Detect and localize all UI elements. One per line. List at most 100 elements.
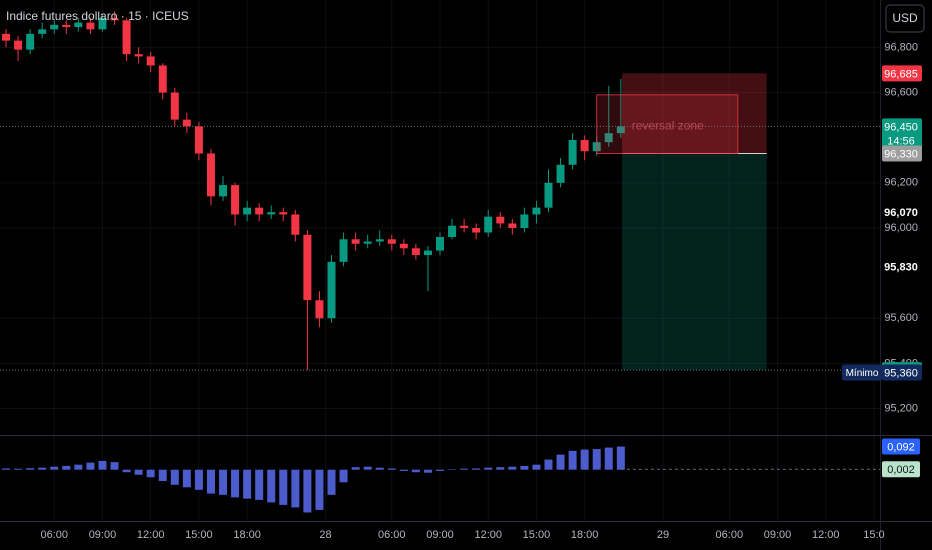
candle-body	[520, 214, 529, 228]
histogram-bar	[436, 469, 444, 471]
candle-body	[134, 54, 143, 57]
candle-body	[460, 225, 469, 228]
candle-body	[508, 223, 517, 228]
histogram-bar	[315, 469, 324, 510]
chart-title: Indice futures dollaro · 15 · ICEUS	[6, 9, 189, 23]
candle-body	[436, 237, 444, 251]
candle-body	[182, 119, 191, 127]
candle-body	[206, 153, 215, 197]
histogram-bar	[351, 467, 360, 470]
candle-body	[604, 133, 613, 143]
histogram-bar	[327, 469, 336, 495]
price-label: 96,070	[884, 207, 918, 219]
candle-body	[243, 207, 252, 215]
zone-box	[596, 94, 739, 154]
histogram-bar	[568, 450, 577, 470]
candle-body	[351, 239, 360, 244]
histogram-bar	[194, 469, 203, 490]
value-label: 0,092	[887, 441, 915, 453]
candle-body	[580, 139, 589, 152]
price-label: 96,450	[884, 121, 918, 133]
histogram-bar	[604, 447, 613, 470]
grid	[0, 0, 880, 521]
x-tick-label: 06:00	[716, 529, 744, 541]
histogram-bar	[375, 467, 384, 470]
histogram-bar	[219, 469, 228, 495]
histogram-bar	[182, 469, 191, 488]
candle-body	[327, 261, 336, 319]
candle-body	[387, 239, 396, 244]
x-tick-label: 18:00	[233, 529, 261, 541]
histogram-bar	[411, 469, 420, 473]
name-label-box	[842, 364, 882, 381]
candle-body	[38, 29, 47, 34]
x-tick-label: 09:00	[89, 529, 117, 541]
histogram-bar	[110, 462, 119, 470]
histogram-bar	[86, 462, 95, 470]
candle-body	[303, 234, 312, 301]
candle-body	[255, 207, 264, 215]
candle-body	[219, 185, 228, 197]
countdown: 14:56	[887, 135, 915, 147]
candle-body	[291, 214, 300, 235]
x-tick-label: 06:00	[40, 529, 68, 541]
histogram-bar	[508, 466, 517, 470]
histogram-bar	[532, 464, 541, 470]
histogram-bar	[74, 464, 83, 470]
price-label-box	[882, 204, 922, 221]
histogram-bar	[2, 468, 11, 470]
price-label-box	[882, 65, 922, 82]
histogram-bar	[399, 469, 408, 471]
value-label: 0,002	[887, 464, 915, 476]
candle-body	[62, 24, 71, 28]
y-tick-label: 96,200	[884, 177, 918, 189]
candle-body	[98, 18, 107, 30]
x-tick-label: 15:0	[863, 529, 884, 541]
x-tick-label: 09:00	[426, 529, 454, 541]
candle-body	[170, 92, 179, 120]
x-tick-label: 18:00	[571, 529, 599, 541]
histogram-bar	[460, 468, 469, 470]
currency-button[interactable]	[885, 4, 925, 33]
candle-body	[26, 33, 35, 50]
histogram-bar	[423, 469, 432, 473]
candle-body	[399, 243, 408, 249]
value-label-box	[882, 461, 920, 478]
value-label-box	[882, 438, 920, 455]
candle-body	[267, 212, 276, 215]
histogram-bar	[496, 467, 505, 470]
histogram-bar	[146, 469, 155, 478]
candle-body	[50, 24, 59, 30]
y-tick-label: 96,000	[884, 222, 918, 234]
histogram-bar	[255, 469, 264, 500]
candle-body	[315, 300, 324, 319]
currency-label[interactable]: USD	[892, 11, 918, 25]
y-tick-label: 96,600	[884, 86, 918, 98]
price-label: 95,830	[884, 261, 918, 273]
price-label-box	[882, 258, 922, 275]
candle-body	[484, 216, 493, 233]
histogram-bar	[291, 469, 300, 508]
candle-body	[472, 227, 481, 233]
histogram-bar	[472, 468, 481, 470]
x-tick-label: 28	[319, 529, 331, 541]
histogram-bar	[170, 469, 179, 485]
histogram-bar	[267, 469, 276, 503]
histogram-bar	[339, 469, 348, 483]
candle-body	[448, 225, 457, 238]
histogram-bar	[134, 469, 143, 475]
price-label: 95,360	[884, 367, 918, 379]
histogram-bar	[556, 454, 565, 470]
histogram-bar	[62, 465, 71, 470]
x-tick-label: 29	[657, 529, 669, 541]
candle-body	[146, 56, 155, 66]
histogram-bar	[363, 466, 372, 470]
histogram-bar	[448, 469, 457, 470]
price-label-box	[882, 145, 922, 162]
candle-body	[544, 182, 553, 208]
histogram-bar	[38, 467, 47, 470]
price-label-box	[882, 118, 922, 149]
